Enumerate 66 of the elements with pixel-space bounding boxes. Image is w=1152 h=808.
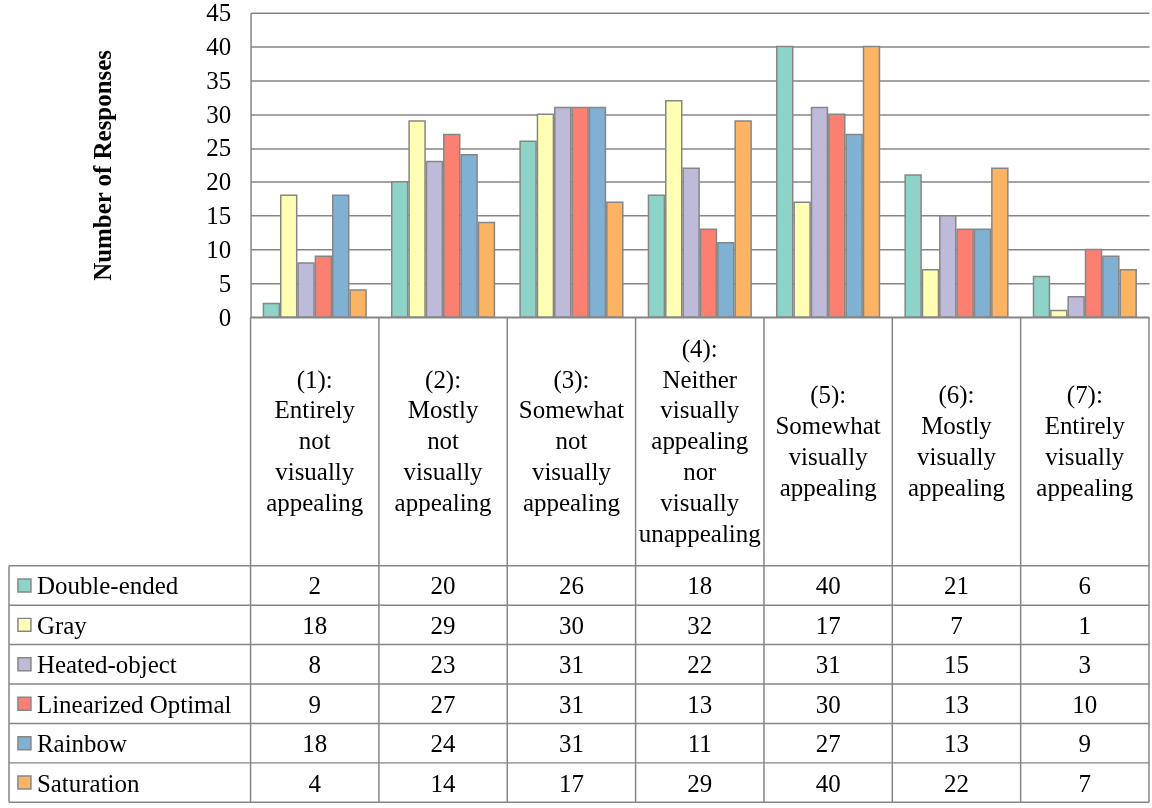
data-label: 1 <box>1078 611 1092 639</box>
data-label: 6 <box>1078 572 1092 600</box>
data-label: 23 <box>430 651 456 679</box>
y-tick-label: 30 <box>206 100 232 128</box>
legend-label: Double-ended <box>36 572 179 600</box>
data-label: 18 <box>302 611 328 639</box>
data-label: 27 <box>815 730 841 758</box>
y-tick-label: 0 <box>218 303 232 331</box>
data-label: 2 <box>308 572 321 600</box>
data-label: 18 <box>687 572 713 600</box>
legend-label: Gray <box>36 611 88 639</box>
data-label: 15 <box>944 651 969 679</box>
data-label: 22 <box>687 651 713 679</box>
data-label: 20 <box>430 572 456 600</box>
legend-label: Linearized Optimal <box>36 690 232 718</box>
y-tick-label: 40 <box>206 32 232 60</box>
data-label: 29 <box>430 611 456 639</box>
data-label: 8 <box>308 651 321 679</box>
y-tick-label: 45 <box>206 0 232 27</box>
x-tick-label: (7): Entirely visually appealing <box>1036 381 1134 501</box>
data-label: 7 <box>950 611 963 639</box>
data-label: 4 <box>308 769 322 797</box>
data-label: 13 <box>687 690 713 718</box>
data-label: 9 <box>1078 730 1092 758</box>
x-tick-label: (5): Somewhat visually appealing <box>775 381 881 501</box>
legend-label: Saturation <box>36 769 140 797</box>
data-label: 13 <box>944 690 969 718</box>
data-label: 3 <box>1078 651 1092 679</box>
data-label: 9 <box>308 690 321 718</box>
x-tick-label: (3): Somewhat not visually appealing <box>518 365 625 517</box>
data-label: 40 <box>815 572 841 600</box>
data-label: 31 <box>558 690 584 718</box>
data-label: 24 <box>430 730 457 758</box>
data-label: 27 <box>430 690 456 718</box>
y-tick-label: 35 <box>206 66 232 94</box>
data-label: 32 <box>687 611 713 639</box>
data-label: 21 <box>944 572 969 600</box>
data-label: 26 <box>558 572 584 600</box>
y-tick-label: 5 <box>218 269 232 297</box>
x-tick-label: (6): Mostly visually appealing <box>908 381 1005 501</box>
y-tick-label: 15 <box>206 202 232 230</box>
data-label: 30 <box>558 611 584 639</box>
data-label: 31 <box>558 730 584 758</box>
legend-label: Rainbow <box>36 730 127 758</box>
y-tick-label: 25 <box>206 134 232 162</box>
data-label: 11 <box>687 730 712 758</box>
data-label: 31 <box>558 651 584 679</box>
y-tick-label: 10 <box>206 235 232 263</box>
data-label: 29 <box>687 769 713 797</box>
data-label: 30 <box>815 690 841 718</box>
data-label: 22 <box>944 769 969 797</box>
x-tick-label: (4): Neither visually appealing nor visually unappealing <box>638 334 761 548</box>
data-label: 31 <box>815 651 841 679</box>
data-label: 10 <box>1072 690 1098 718</box>
data-label: 7 <box>1078 769 1092 797</box>
x-tick-label: (1): Entirely not visually appealing <box>266 365 364 517</box>
data-label: 18 <box>302 730 328 758</box>
y-tick-label: 20 <box>206 168 232 196</box>
data-label: 17 <box>558 769 584 797</box>
data-label: 14 <box>430 769 457 797</box>
data-label: 40 <box>815 769 841 797</box>
legend-label: Heated-object <box>36 651 177 679</box>
data-label: 17 <box>815 611 841 639</box>
y-axis-title: Number of Responses <box>89 49 117 281</box>
data-label: 13 <box>944 730 969 758</box>
x-tick-label: (2): Mostly not visually appealing <box>394 365 492 517</box>
